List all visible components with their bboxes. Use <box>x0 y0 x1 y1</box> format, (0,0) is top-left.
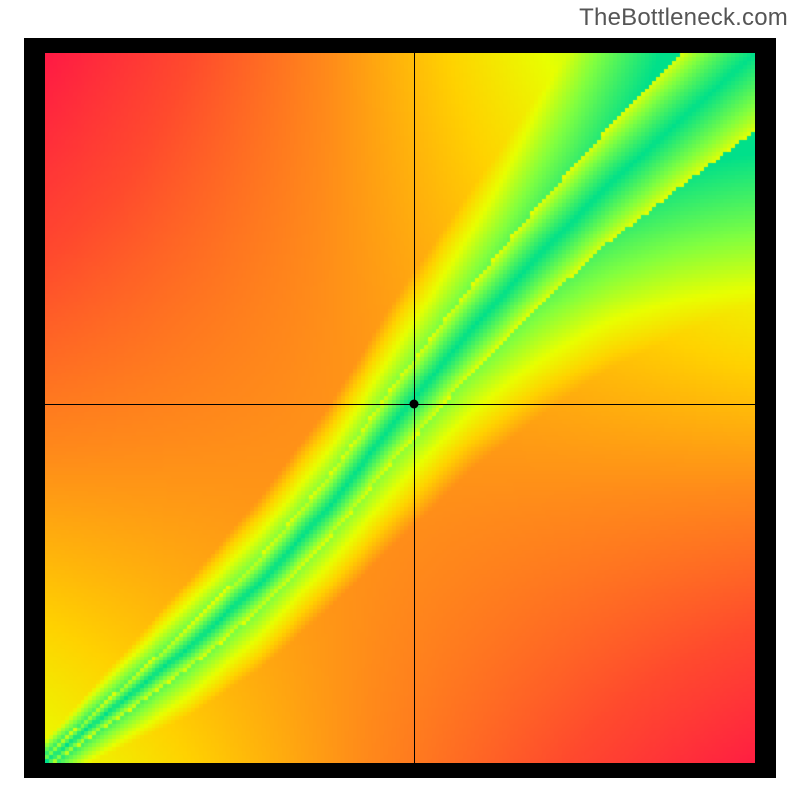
heatmap-canvas <box>45 53 755 763</box>
watermark-text: TheBottleneck.com <box>579 4 788 32</box>
chart-container: { "image": { "width": 800, "height": 800… <box>0 0 800 800</box>
plot-outer-frame <box>24 38 776 778</box>
crosshair-point-marker <box>410 400 419 409</box>
crosshair-horizontal <box>45 404 755 405</box>
plot-area <box>45 53 755 763</box>
